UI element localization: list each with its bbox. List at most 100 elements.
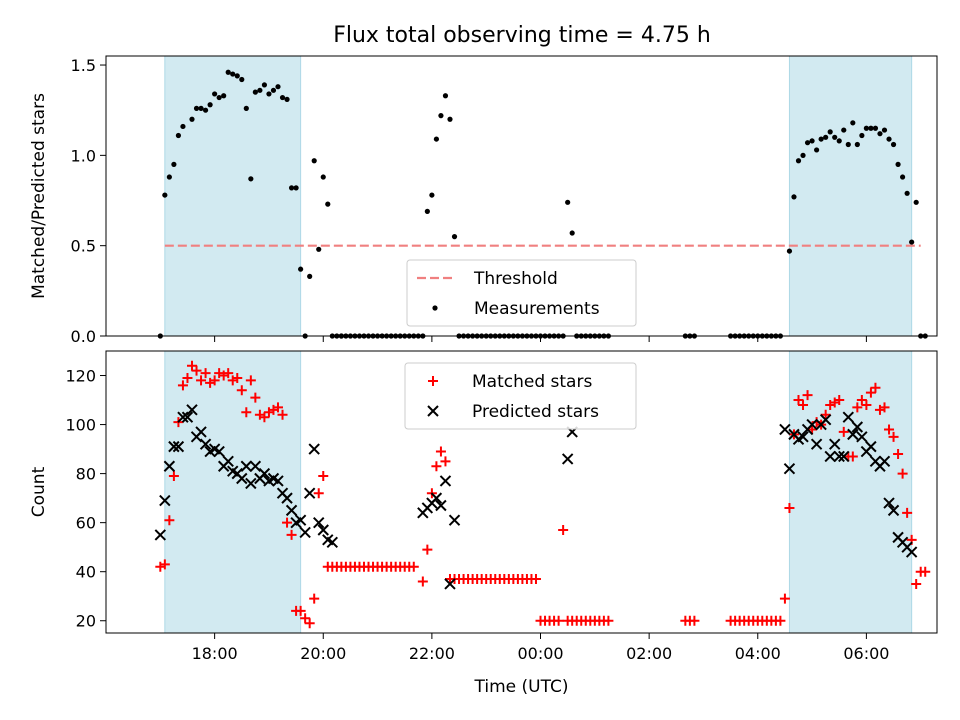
data-point [530,574,541,585]
data-point [299,526,311,539]
panel-bottom: 20 40 60 80 100 120 18:00 20:00 22:00 00:00 02:00 0… [29,350,938,697]
data-point [168,440,180,453]
y-tick-label: 20 [76,612,96,631]
data-point [833,450,845,463]
data-point [177,380,188,391]
data-point [784,502,795,513]
y-tick-label: 0.0 [71,327,96,346]
legend-swatch [427,405,439,417]
data-point [230,71,236,77]
x-tick-label: 04:00 [735,644,781,663]
data-point [870,382,881,393]
data-point [232,372,243,383]
data-point [440,456,451,467]
legend-top: Threshold Measurements [406,259,637,327]
data-point [565,199,571,205]
data-point [775,615,786,626]
data-point [847,451,858,462]
y-tick-label: 80 [76,465,96,484]
data-point [294,514,307,526]
data-point [558,525,569,536]
y-tick-label: 120 [65,367,96,386]
data-point [810,438,823,450]
data-point [809,138,815,144]
x-axis-label: Time (UTC) [474,677,569,697]
x-tick-label: 06:00 [843,644,889,663]
data-point [261,82,268,88]
data-point [240,460,253,472]
shaded-interval-1 [164,55,302,337]
data-point [213,445,225,458]
y-tick-label: 1.0 [71,146,96,165]
shaded-interval-2 [788,350,913,634]
data-point [257,87,263,93]
data-point [209,375,220,386]
data-point [422,544,433,555]
data-point [920,566,931,577]
data-point [806,418,818,431]
data-point [309,593,320,604]
series-bottom-2 [340,561,931,626]
data-point [155,561,166,572]
data-point [163,460,176,472]
data-point [266,91,272,97]
data-point [447,116,453,122]
data-point [804,140,811,146]
data-point [311,158,317,164]
data-point [180,123,186,130]
data-point [429,192,435,198]
data-point [823,134,829,140]
data-point [313,516,325,529]
y-axis-label: Matched/Predicted stars [29,93,49,299]
data-point [191,365,202,376]
data-point [433,136,440,142]
legend-box [404,362,637,430]
data-point [181,411,194,423]
data-point [797,431,809,443]
y-tick-label: 100 [65,416,96,435]
data-point [834,395,845,406]
data-point [175,132,182,139]
data-point [904,190,910,196]
data-point [603,615,614,626]
data-point [159,559,170,570]
data-point [249,460,262,472]
data-point [272,475,284,487]
data-point [200,368,211,379]
data-point [913,199,919,205]
data-point [272,402,283,413]
data-point [824,450,836,463]
data-point [444,578,456,590]
data-point [881,127,888,133]
data-point [897,468,908,479]
data-point [893,448,904,459]
data-point [895,161,901,167]
data-point [159,494,171,507]
data-point [859,132,865,139]
data-point [168,471,179,482]
data-point [166,174,172,180]
data-point [259,412,270,423]
data-point [198,105,204,111]
data-point [865,440,877,453]
data-point [909,239,915,245]
data-point [829,438,841,450]
data-point [689,615,700,626]
data-point [207,102,213,108]
data-point [886,136,892,142]
data-point [216,94,222,101]
data-point [221,93,227,99]
data-point [561,453,574,465]
data-point [326,536,339,548]
data-point [223,368,234,379]
data-point [186,404,198,416]
data-point [258,467,271,480]
data-point [313,488,324,499]
data-point [284,96,290,102]
data-point [430,492,443,504]
data-point [234,73,240,79]
data-point [202,107,209,113]
data-point [448,514,461,526]
data-point [186,360,197,371]
panels: 0.0 0.5 1.0 1.5 Matched/Predicted stars Thres… [29,55,938,697]
